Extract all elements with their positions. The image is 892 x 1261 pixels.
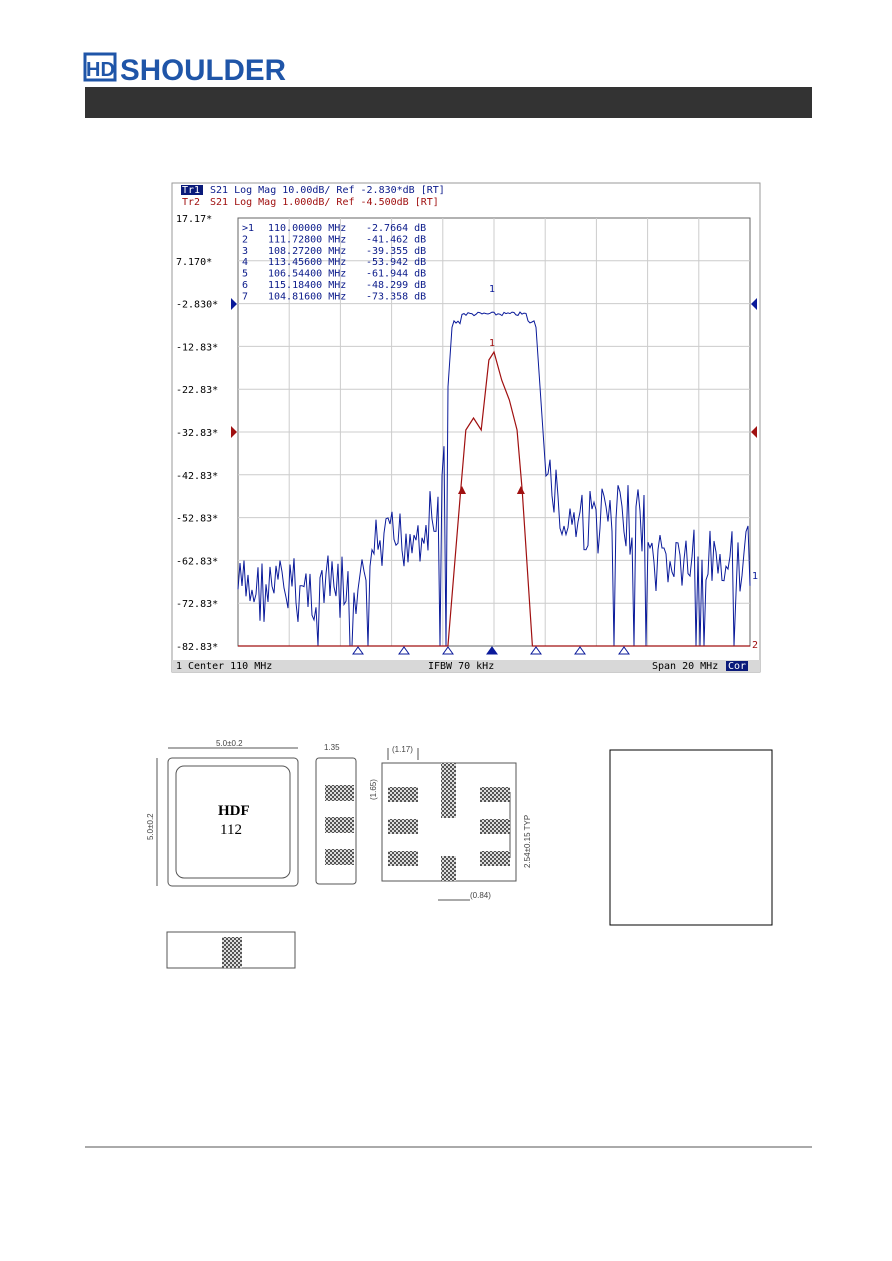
logo: HD SHOULDER xyxy=(83,52,286,87)
marker-freq: 106.54400 MHz xyxy=(268,269,346,280)
bottom-marker xyxy=(574,646,586,655)
trace-tag: 1 xyxy=(752,571,758,582)
ref-arrow xyxy=(231,426,237,438)
y-label: -42.83* xyxy=(176,471,218,482)
status-channel: 1 xyxy=(176,661,182,672)
marker-value: -53.942 dB xyxy=(366,257,426,268)
trace2 xyxy=(238,350,750,647)
dim-height: 1.35 xyxy=(324,743,340,752)
marker-freq: 104.81600 MHz xyxy=(268,291,346,302)
package-drawing xyxy=(156,747,773,969)
status-ifbw: IFBW 70 kHz xyxy=(428,661,494,672)
ref-arrow xyxy=(751,426,757,438)
y-label: -22.83* xyxy=(176,385,218,396)
marker-value: -48.299 dB xyxy=(366,280,426,291)
marker-freq: 115.18400 MHz xyxy=(268,280,346,291)
cor-box xyxy=(726,661,748,671)
pad xyxy=(480,851,510,866)
y-label: -2.830* xyxy=(176,300,218,311)
pad xyxy=(441,763,456,818)
bottom-marker xyxy=(530,646,542,655)
status-center: Center 110 MHz xyxy=(188,661,272,672)
y-label: -82.83* xyxy=(176,642,218,653)
trace1 xyxy=(237,311,751,647)
marker-value: -2.7664 dB xyxy=(366,223,426,234)
active-trace-box xyxy=(181,185,203,195)
peak-tag: 1 xyxy=(489,338,495,349)
pad xyxy=(325,785,354,801)
marker-id: 2 xyxy=(242,234,248,245)
pad xyxy=(388,851,418,866)
ref-arrow xyxy=(751,298,757,310)
bottom-marker xyxy=(442,646,454,655)
trace1-info: S21 Log Mag 10.00dB/ Ref -2.830*dB [RT] xyxy=(210,185,445,196)
y-label: -32.83* xyxy=(176,428,218,439)
dim-top: 5.0±0.2 xyxy=(216,739,243,748)
bottom-marker xyxy=(352,646,364,655)
marker-value: -39.355 dB xyxy=(366,246,426,257)
bottom-marker xyxy=(486,646,498,655)
ref-arrow xyxy=(231,298,237,310)
top-view-inner xyxy=(175,765,291,879)
pad xyxy=(325,817,354,833)
marking-line: 112 xyxy=(220,822,242,838)
y-label: -72.83* xyxy=(176,599,218,610)
marker-id: 4 xyxy=(242,257,248,268)
pad xyxy=(222,937,242,968)
bottom-marker xyxy=(398,646,410,655)
peak-tag: 1 xyxy=(489,284,495,295)
pad xyxy=(480,787,510,802)
logo-mark: HD xyxy=(86,59,115,81)
top-view xyxy=(167,757,299,887)
marker-id: 5 xyxy=(242,269,248,280)
logo-text: SHOULDER xyxy=(120,54,286,87)
side-view xyxy=(315,757,357,885)
pad xyxy=(441,856,456,881)
analyzer-screenshot: Tr1 S21 Log Mag 10.00dB/ Ref -2.830*dB [… xyxy=(171,182,761,673)
empty-box xyxy=(609,749,773,926)
dim-typ: 2.54±0.15 TYP xyxy=(523,815,532,868)
marker-freq: 110.00000 MHz xyxy=(268,223,346,234)
marker-id: 6 xyxy=(242,280,248,291)
pad xyxy=(480,819,510,834)
marker-freq: 113.45600 MHz xyxy=(268,257,346,268)
dim-pitch: (1.17) xyxy=(392,745,413,754)
logo-box xyxy=(83,52,117,82)
status-span: Span 20 MHz xyxy=(652,661,718,672)
status-bar xyxy=(172,660,760,672)
trace-tag: 2 xyxy=(752,640,758,651)
y-label: 7.170* xyxy=(176,257,212,268)
bottom-marker xyxy=(618,646,630,655)
y-label: -62.83* xyxy=(176,556,218,567)
marker-id: 7 xyxy=(242,291,248,302)
trace2-name: Tr2 xyxy=(182,197,200,208)
marking-line: HDF xyxy=(218,803,250,819)
status-cor: Cor xyxy=(728,661,746,672)
marker-arrow xyxy=(516,486,525,494)
marker-id: >1 xyxy=(242,223,254,234)
y-label: 17.17* xyxy=(176,214,212,225)
pad xyxy=(388,819,418,834)
pads xyxy=(222,763,510,968)
marker-arrow xyxy=(458,486,466,494)
header-bar xyxy=(85,87,812,118)
pad xyxy=(388,787,418,802)
marker-value: -61.944 dB xyxy=(366,269,426,280)
y-label: -52.83* xyxy=(176,514,218,525)
marker-freq: 111.72800 MHz xyxy=(268,234,346,245)
marker-id: 3 xyxy=(242,246,248,257)
trace1-name: Tr1 xyxy=(182,185,200,196)
y-label: -12.83* xyxy=(176,342,218,353)
marker-value: -73.358 dB xyxy=(366,291,426,302)
marker-freq: 108.27200 MHz xyxy=(268,246,346,257)
dim-pad: (1.65) xyxy=(369,779,378,800)
dim-gap: (0.84) xyxy=(470,891,491,900)
trace2-info: S21 Log Mag 1.000dB/ Ref -4.500dB [RT] xyxy=(210,197,439,208)
marker-value: -41.462 dB xyxy=(366,234,426,245)
dim-side: 5.0±0.2 xyxy=(146,813,155,840)
pad xyxy=(325,849,354,865)
